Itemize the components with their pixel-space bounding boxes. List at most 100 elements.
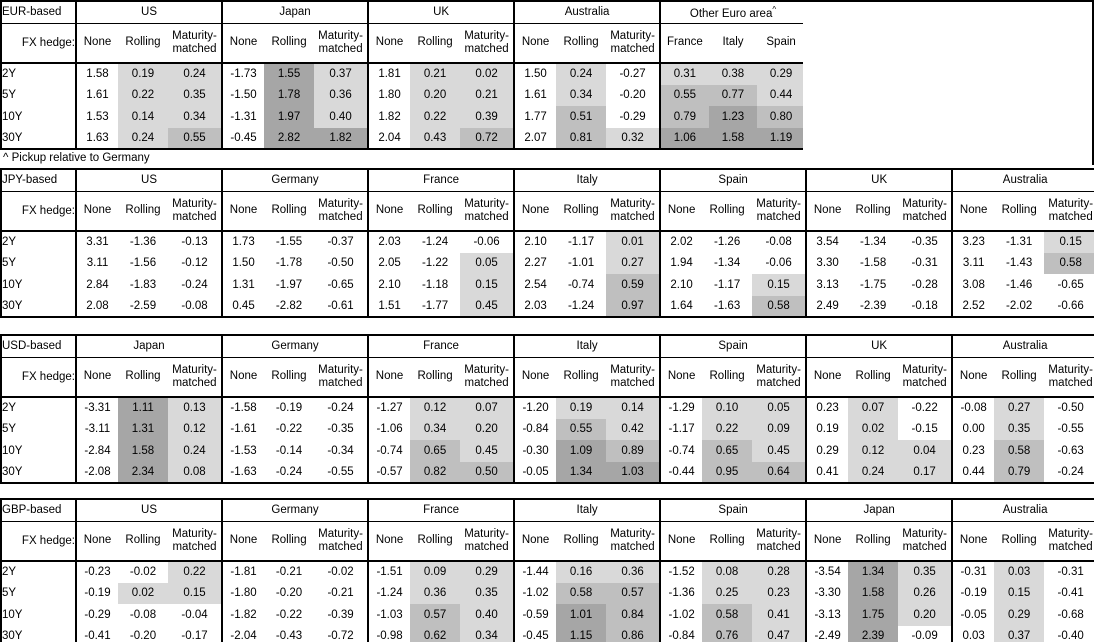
value-cell: -1.80 — [221, 582, 265, 604]
value-cell: -0.24 — [1057, 465, 1084, 478]
value-cell: 0.24 — [118, 127, 168, 149]
value-cell: 2.03 — [513, 295, 557, 317]
table-row: 5Y -0.19 0.02 0.15 -1.80 -0.20 -0.21 -1.24 0.36 0… — [1, 582, 1094, 604]
value-cell: -0.21 — [327, 587, 354, 600]
value-cell: -0.06 — [765, 257, 792, 270]
column-header: Maturity-matched — [898, 357, 953, 398]
column-header: None — [805, 357, 849, 398]
column-header: Maturity-matched — [606, 521, 661, 562]
table-row: 5Y 1.61 0.22 0.35 -1.50 1.78 0.36 1.80 0.20 0.21 1… — [1, 84, 806, 106]
value-cell: -0.28 — [911, 278, 938, 291]
value-cell: 0.19 — [556, 397, 607, 419]
value-cell: 1.64 — [659, 295, 703, 317]
value-cell: 0.82 — [410, 461, 461, 483]
value-cell: -1.20 — [513, 397, 557, 419]
country-name: Spain — [718, 340, 748, 353]
value-cell: 0.57 — [410, 604, 461, 626]
value-cell: 1.31 — [118, 418, 168, 440]
value-cell: 2.84 — [75, 274, 118, 296]
value-cell: -1.03 — [367, 604, 411, 626]
country-header: UK — [805, 335, 953, 358]
column-header: None — [75, 357, 118, 398]
value-cell: 1.34 — [556, 461, 607, 483]
value-cell: -0.06 — [473, 236, 500, 249]
column-header: None — [513, 521, 557, 562]
value-cell: 0.79 — [659, 106, 709, 128]
value-cell: 0.15 — [1044, 231, 1094, 253]
country-header: France — [367, 335, 515, 358]
value-cell: 0.22 — [410, 106, 461, 128]
value-cell: -2.59 — [129, 299, 157, 312]
value-cell: -1.34 — [860, 236, 887, 249]
value-cell: 2.02 — [659, 231, 703, 253]
country-name: Italy — [576, 504, 598, 517]
value-cell: 2.39 — [848, 625, 899, 642]
column-header: Rolling — [702, 357, 753, 398]
value-cell: -1.63 — [714, 299, 741, 312]
value-cell: -1.17 — [714, 278, 741, 291]
column-header: Rolling — [118, 23, 168, 64]
tenor-label: 10Y — [2, 278, 23, 291]
column-header: Rolling — [848, 521, 899, 562]
table-row: 2Y 3.31 -1.36 -0.13 1.73 -1.55 -0.37 2.03 -1.24 -… — [1, 231, 1094, 253]
value-cell: -0.98 — [367, 625, 411, 642]
value-cell: 0.15 — [168, 582, 223, 604]
value-cell: 0.59 — [606, 274, 661, 296]
value-cell: 0.14 — [118, 106, 168, 128]
value-cell: -0.29 — [75, 604, 118, 626]
value-cell: 1.34 — [848, 561, 899, 583]
value-cell: -1.29 — [659, 397, 703, 419]
value-cell: -1.46 — [1006, 278, 1033, 291]
country-header: Japan — [74, 335, 223, 358]
value-cell: 0.37 — [994, 625, 1045, 642]
tenor-label: 30Y — [2, 299, 23, 312]
value-cell: 1.58 — [708, 127, 758, 149]
column-header: Maturity-matched — [460, 191, 515, 232]
value-cell: 0.55 — [168, 127, 223, 149]
column-header: Maturity-matched — [460, 23, 515, 64]
value-cell: 3.31 — [75, 231, 118, 253]
column-header: None — [951, 191, 995, 232]
value-cell: -0.65 — [1057, 278, 1084, 291]
value-cell: -0.24 — [275, 465, 303, 478]
value-cell: -2.08 — [75, 461, 118, 483]
value-cell: 2.05 — [367, 252, 411, 274]
value-cell: 0.07 — [848, 397, 899, 419]
value-cell: 0.58 — [752, 295, 807, 317]
value-cell: -0.55 — [327, 465, 354, 478]
value-cell: -0.09 — [911, 629, 938, 642]
country-name: Germany — [271, 340, 319, 353]
value-cell: 3.13 — [805, 274, 849, 296]
value-cell: 0.15 — [752, 274, 807, 296]
value-cell: -0.27 — [619, 68, 646, 81]
country-header: Italy — [513, 335, 661, 358]
value-cell: -1.44 — [513, 561, 557, 583]
country-header: Italy — [513, 169, 661, 192]
value-cell: -0.35 — [911, 236, 938, 249]
value-cell: 0.58 — [994, 440, 1045, 462]
value-cell: -0.02 — [129, 566, 157, 579]
country-header: Japan — [805, 499, 953, 522]
country-name: Germany — [271, 174, 319, 187]
column-header: None — [221, 191, 265, 232]
column-header: Rolling — [410, 23, 461, 64]
country-header: Australia — [951, 335, 1094, 358]
value-cell: 0.86 — [606, 625, 661, 642]
column-header: Maturity-matched — [606, 191, 661, 232]
value-cell: 0.15 — [994, 582, 1045, 604]
value-cell: 0.65 — [702, 440, 753, 462]
value-cell: 0.21 — [460, 84, 515, 106]
value-cell: -2.04 — [221, 625, 265, 642]
column-header: Maturity-matched — [752, 191, 807, 232]
value-cell: 0.40 — [460, 604, 515, 626]
column-header: Rolling — [410, 521, 461, 562]
column-header: None — [513, 357, 557, 398]
value-cell: 0.19 — [805, 418, 849, 440]
value-cell: 0.36 — [410, 582, 461, 604]
country-header: Japan — [221, 1, 369, 24]
country-header: Australia — [951, 499, 1094, 522]
footnote-marker: ^ — [772, 4, 777, 14]
value-cell: -0.18 — [911, 299, 938, 312]
value-cell: 2.10 — [513, 231, 557, 253]
